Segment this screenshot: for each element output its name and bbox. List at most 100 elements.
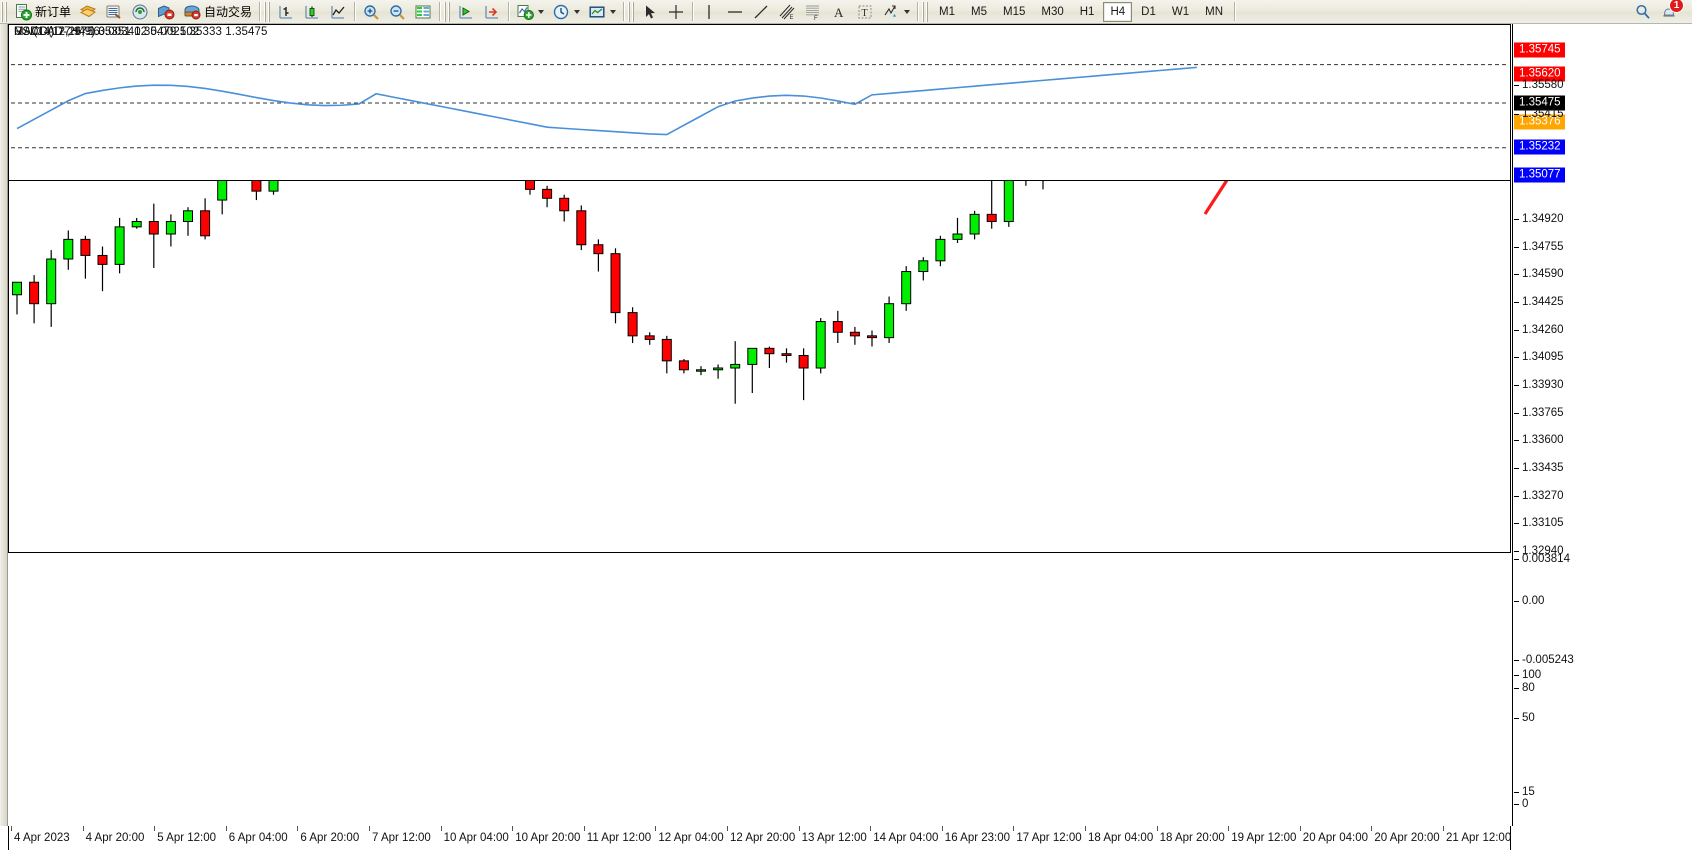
price-tick-label: 1.33105 xyxy=(1522,517,1564,530)
time-tick-label: 18 Apr 04:00 xyxy=(1088,832,1154,844)
price-tick-label: 1.34755 xyxy=(1522,240,1564,253)
price-axis-tick xyxy=(1514,495,1519,497)
price-axis-tick xyxy=(1514,675,1519,676)
price-axis-tick xyxy=(1514,601,1519,602)
timeframe-m30[interactable]: M30 xyxy=(1041,5,1064,18)
templates-chevron-down-icon[interactable] xyxy=(610,9,617,14)
bar-chart-button[interactable] xyxy=(273,1,299,22)
price-axis-tick xyxy=(1514,718,1519,719)
search-button[interactable] xyxy=(1630,1,1656,22)
time-axis-tick xyxy=(512,826,514,831)
price-level-pill-1-35077[interactable]: 1.35077 xyxy=(1514,167,1565,183)
arrows-chevron-down-icon[interactable] xyxy=(904,9,911,14)
time-tick-label: 20 Apr 04:00 xyxy=(1302,832,1369,844)
rsi-pane[interactable]: RSI(14) 77.9756 xyxy=(8,24,1511,181)
text-button[interactable]: A xyxy=(826,1,852,22)
candlestick-chart-button[interactable] xyxy=(299,1,325,22)
data-window-button[interactable] xyxy=(127,1,153,22)
vertical-line-button[interactable] xyxy=(696,1,722,22)
price-axis-tick xyxy=(1514,219,1519,220)
auto-scroll-button[interactable] xyxy=(479,1,505,22)
indicators-chevron-down-icon[interactable] xyxy=(538,9,545,14)
timeframe-m1[interactable]: M1 xyxy=(939,5,956,18)
fibonacci-button[interactable]: F xyxy=(800,1,826,22)
chart-shift-button[interactable] xyxy=(453,1,479,22)
toolbar-grip[interactable] xyxy=(1,1,8,22)
price-axis-tick xyxy=(1514,274,1519,276)
price-axis-tick xyxy=(1514,467,1519,469)
tile-windows-icon xyxy=(414,3,432,21)
auto-scroll-icon xyxy=(483,3,501,21)
main-toolbar: 新订单 xyxy=(0,0,1692,24)
timeframe-m5[interactable]: M5 xyxy=(971,5,987,18)
time-axis-tick xyxy=(154,826,156,831)
price-axis-tick xyxy=(1514,660,1519,661)
profiles-icon xyxy=(79,3,97,21)
equidistant-channel-button[interactable]: E xyxy=(774,1,800,22)
time-axis-tick xyxy=(1013,826,1015,831)
periods-chevron-down-icon[interactable] xyxy=(574,9,581,14)
price-axis-tick xyxy=(1514,329,1519,331)
time-axis-tick xyxy=(1443,826,1444,831)
price-level-pill-1-35745[interactable]: 1.35745 xyxy=(1514,42,1565,58)
tile-windows-button[interactable] xyxy=(410,1,436,22)
drawing-toolbar-grip[interactable] xyxy=(628,1,636,22)
crosshair-icon xyxy=(667,3,685,21)
time-tick-label: 6 Apr 20:00 xyxy=(300,832,360,844)
price-level-pill-1-35475[interactable]: 1.35475 xyxy=(1514,95,1565,111)
price-axis-tick xyxy=(1514,246,1519,248)
price-axis-tick xyxy=(1514,523,1519,525)
time-axis-tick xyxy=(870,826,872,831)
crosshair-button[interactable] xyxy=(663,1,689,22)
price-tick-label: 1.33765 xyxy=(1522,406,1564,419)
chart-toolbar-grip[interactable] xyxy=(264,1,272,22)
line-chart-icon xyxy=(329,3,347,21)
time-axis[interactable]: 4 Apr 2023 4 Apr 20:00 5 Apr 12:00 6 Apr 04… xyxy=(8,826,1511,850)
horizontal-line-button[interactable] xyxy=(722,1,748,22)
timeframe-mn[interactable]: MN xyxy=(1205,5,1223,18)
trendline-button[interactable] xyxy=(748,1,774,22)
price-level-pill-1-35376[interactable]: 1.35376 xyxy=(1514,114,1565,130)
price-level-pill-1-35620[interactable]: 1.35620 xyxy=(1514,66,1565,82)
new-order-button[interactable]: 新订单 xyxy=(10,1,75,22)
navigator-button[interactable] xyxy=(153,1,179,22)
text-label-button[interactable]: T xyxy=(852,1,878,22)
timeframe-h1[interactable]: H1 xyxy=(1079,5,1095,18)
timeframe-toolbar-grip[interactable] xyxy=(922,1,930,22)
templates-button[interactable] xyxy=(584,1,620,22)
chart-scrollbar-left[interactable] xyxy=(0,24,8,826)
time-axis-tick xyxy=(1371,826,1373,831)
alerts-button[interactable]: 1 xyxy=(1656,0,1684,22)
timeframe-m15[interactable]: M15 xyxy=(1003,5,1026,18)
price-axis-background xyxy=(1511,24,1692,850)
price-axis-tick xyxy=(1514,301,1519,303)
time-tick-label: 10 Apr 20:00 xyxy=(515,832,581,844)
arrows-button[interactable] xyxy=(878,1,914,22)
timeframe-h4[interactable]: H4 xyxy=(1103,1,1133,22)
timeframe-d1[interactable]: D1 xyxy=(1141,5,1156,18)
auto-trading-button[interactable]: 自动交易 xyxy=(179,1,256,22)
profiles-button[interactable] xyxy=(75,1,101,22)
time-tick-label: 14 Apr 04:00 xyxy=(873,832,939,844)
toolbar-separator-4 xyxy=(508,2,510,21)
market-watch-button[interactable] xyxy=(101,1,127,22)
time-tick-label: 10 Apr 04:00 xyxy=(443,832,509,844)
line-chart-button[interactable] xyxy=(325,1,351,22)
chart-area[interactable]: USDCAD-,H4 1.35351 1.35479 1.35333 1.354… xyxy=(0,24,1692,850)
zoom-out-button[interactable] xyxy=(384,1,410,22)
shift-toolbar-grip[interactable] xyxy=(444,1,452,22)
macd-label: MACD(12,26,9) 0.003402 0.002502 xyxy=(14,26,200,38)
time-axis-tick xyxy=(941,826,943,831)
zoom-in-button[interactable] xyxy=(358,1,384,22)
price-level-pill-1-35232[interactable]: 1.35232 xyxy=(1514,139,1565,155)
time-axis-tick xyxy=(727,826,728,831)
price-tick-label: 1.35580 xyxy=(1522,79,1564,91)
macd-tick-label: 0.003814 xyxy=(1522,553,1570,565)
price-axis[interactable]: 1.35745 1.35620 1.35475 1.35376 1.35232 1.350… xyxy=(1512,24,1692,826)
cursor-button[interactable] xyxy=(637,1,663,22)
periods-button[interactable] xyxy=(548,1,584,22)
price-axis-tick xyxy=(1514,440,1519,442)
indicators-button[interactable] xyxy=(512,1,548,22)
text-icon: A xyxy=(830,3,848,21)
timeframe-w1[interactable]: W1 xyxy=(1171,5,1190,18)
